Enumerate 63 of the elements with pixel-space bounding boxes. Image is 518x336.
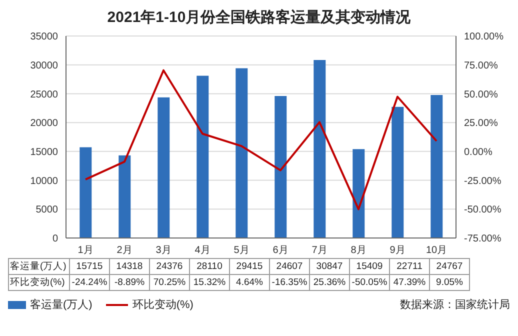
- y-tick-label: 25000: [30, 89, 58, 100]
- bar: [352, 149, 365, 238]
- data-label: 29415: [230, 258, 270, 274]
- data-label: 30847: [310, 258, 350, 274]
- data-label: 24767: [430, 258, 470, 274]
- data-label: 15.32%: [190, 274, 230, 290]
- source-note: 数据来源：国家统计局: [400, 298, 510, 312]
- y2-tick-label: 100.00%: [464, 32, 504, 43]
- bar: [158, 97, 170, 238]
- x-tick-label: 2月: [116, 245, 132, 256]
- data-label: 22711: [390, 258, 430, 274]
- y2-tick-label: 50.00%: [464, 89, 498, 100]
- data-label: 24607: [270, 258, 310, 274]
- legend-label: 环比变动(%): [132, 298, 194, 312]
- x-tick-label: 8月: [350, 245, 366, 256]
- text: 客运量(万人): [10, 261, 66, 272]
- data-label: 70.25%: [150, 274, 190, 290]
- y-tick-label: 5000: [36, 204, 58, 216]
- text: 环比变动(%): [10, 277, 65, 288]
- data-label: -8.89%: [110, 274, 150, 290]
- line-series: [84, 69, 438, 210]
- bar: [392, 106, 404, 238]
- data-label: 28110: [190, 258, 230, 274]
- y2-tick-label: -75.00%: [464, 234, 502, 245]
- bar: [274, 96, 287, 238]
- data-label: -24.24%: [70, 274, 110, 290]
- y2-tick-label: 75.00%: [464, 60, 498, 72]
- x-tick-label: 3月: [156, 245, 172, 256]
- data-label: 14318: [110, 258, 150, 274]
- y-tick-label: 20000: [30, 118, 58, 130]
- data-label: 15715: [70, 258, 110, 274]
- data-label: 47.39%: [390, 274, 430, 290]
- y2-tick-label: -50.00%: [464, 204, 502, 216]
- x-tick-label: 6月: [272, 245, 288, 256]
- y-tick-label: 30000: [30, 60, 58, 72]
- x-tick-label: 5月: [234, 245, 250, 256]
- x-tick-label: 4月: [194, 245, 210, 256]
- x-tick-label: 9月: [390, 245, 406, 256]
- y-tick-label: 0: [52, 234, 58, 245]
- data-label: 24376: [150, 258, 190, 274]
- bar: [236, 68, 248, 238]
- y2-tick-label: 25.00%: [464, 118, 498, 130]
- y2-tick-label: -25.00%: [464, 176, 502, 187]
- y-tick-label: 15000: [30, 146, 58, 158]
- x-tick-label: 7月: [312, 245, 328, 256]
- bar: [80, 147, 92, 238]
- x-tick-label: 1月: [78, 245, 94, 256]
- y-tick-label: 10000: [30, 176, 58, 187]
- data-label: 25.36%: [310, 274, 350, 290]
- bar: [314, 60, 326, 238]
- bar: [118, 155, 131, 238]
- data-label: 4.64%: [230, 274, 270, 290]
- data-label: -50.05%: [350, 274, 390, 290]
- data-label: 15409: [350, 258, 390, 274]
- bar: [430, 95, 443, 238]
- data-label: 9.05%: [430, 274, 470, 290]
- y2-tick-label: 0.00%: [464, 146, 492, 158]
- bar: [196, 76, 209, 238]
- chart-title: 2021年1-10月份全国铁路客运量及其变动情况: [106, 8, 412, 28]
- legend-label: 客运量(万人): [30, 298, 92, 312]
- x-tick-label: 10月: [426, 245, 448, 256]
- y-tick-label: 35000: [30, 32, 58, 43]
- data-label: -16.35%: [270, 274, 310, 290]
